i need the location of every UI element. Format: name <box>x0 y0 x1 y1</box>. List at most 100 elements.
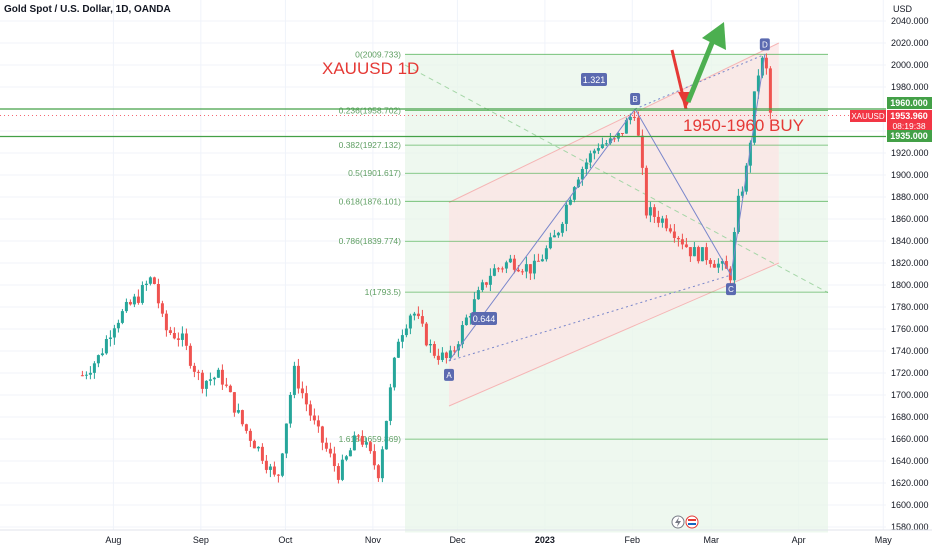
level-upper-label: 1960.000 <box>890 98 928 108</box>
candle-body <box>756 75 760 92</box>
candle-body <box>96 355 100 364</box>
time-tick-label: Mar <box>704 535 720 545</box>
candle-body <box>656 216 660 223</box>
candle-body <box>472 299 476 317</box>
channel-bottom <box>448 262 780 407</box>
candle-body <box>704 247 708 261</box>
candle-body <box>720 261 724 264</box>
flag-icon[interactable] <box>685 515 699 529</box>
price-axis: 1580.000 1600.000 1620.000 1640.000 1660.000… <box>891 16 929 532</box>
candle-body <box>300 388 304 394</box>
candle-body <box>236 410 240 413</box>
abcd-ac-dotted <box>448 274 732 362</box>
candle-body <box>140 285 144 303</box>
candle-body <box>488 275 492 285</box>
candle-body <box>632 116 636 118</box>
fib-label: 0.618(1876.101) <box>339 196 402 206</box>
candle-body <box>180 333 184 340</box>
price-tick-label: 1920.000 <box>891 148 929 158</box>
shaded-zones <box>404 42 829 533</box>
candle-body <box>80 375 84 377</box>
price-tick-label: 1900.000 <box>891 170 929 180</box>
candle-body <box>380 449 384 479</box>
candle-body <box>124 301 128 312</box>
chart-title: Gold Spot / U.S. Dollar, 1D, OANDA <box>4 4 171 15</box>
candle-body <box>508 258 512 263</box>
candle-body <box>336 466 340 480</box>
candle-body <box>768 68 772 113</box>
candle-body <box>248 430 252 441</box>
candle-body <box>172 332 176 339</box>
candle-body <box>252 440 256 449</box>
ratio-ab-box <box>471 312 497 325</box>
candle-body <box>276 474 280 476</box>
candle-body <box>396 341 400 358</box>
candle-body <box>456 344 460 351</box>
candle-body <box>556 232 560 236</box>
price-tick-label: 1680.000 <box>891 412 929 422</box>
price-tick-label: 1640.000 <box>891 456 929 466</box>
last-price-label: 1953.960 <box>890 111 928 121</box>
candle-body <box>352 435 356 451</box>
candle-body <box>436 355 440 360</box>
candle-body <box>660 218 664 223</box>
candle-body <box>560 223 564 233</box>
candle-body <box>504 262 508 269</box>
time-tick-label: Oct <box>278 535 293 545</box>
abcd-bd-dotted <box>634 53 766 110</box>
candle-body <box>168 330 172 333</box>
candle-body <box>592 150 596 154</box>
candle-body <box>540 259 544 262</box>
candle-body <box>668 228 672 232</box>
candle-body <box>272 466 276 475</box>
price-tick-label: 1800.000 <box>891 280 929 290</box>
price-tick-label: 2020.000 <box>891 38 929 48</box>
candle-body <box>188 345 192 366</box>
candle-body <box>228 385 232 393</box>
candle-body <box>500 268 504 270</box>
price-tick-label: 1820.000 <box>891 258 929 268</box>
price-tick-label: 1780.000 <box>891 302 929 312</box>
price-tick-label: 1740.000 <box>891 346 929 356</box>
candle-body <box>640 135 644 168</box>
candle-body <box>608 138 612 144</box>
candle-body <box>708 260 712 264</box>
time-tick-label: Nov <box>365 535 382 545</box>
candle-body <box>128 301 132 305</box>
candle-body <box>600 144 604 149</box>
candle-body <box>288 394 292 424</box>
last-price-badge <box>887 110 932 132</box>
candle-body <box>116 322 120 329</box>
time-tick-label: Apr <box>792 535 806 545</box>
candle-body <box>724 261 728 269</box>
channel-top <box>448 42 780 203</box>
candle-body <box>108 337 112 339</box>
symbol-badge <box>850 110 886 122</box>
candle-body <box>460 325 464 345</box>
candles <box>80 53 772 484</box>
candle-body <box>384 420 388 450</box>
fib-label: 0.5(1901.617) <box>348 168 401 178</box>
candle-body <box>208 379 212 381</box>
countdown-label: 08:19:38 <box>892 121 925 131</box>
candle-body <box>520 271 524 273</box>
candle-body <box>256 446 260 449</box>
candle-body <box>356 435 360 437</box>
candle-body <box>144 283 148 286</box>
candle-body <box>696 247 700 262</box>
candle-body <box>432 343 436 356</box>
ratio-ab-label: 0.644 <box>473 314 496 324</box>
abcd-legs <box>448 54 766 362</box>
pattern-point-box <box>630 93 641 105</box>
candle-body <box>104 338 108 354</box>
candle-body <box>184 333 188 346</box>
candle-body <box>284 423 288 454</box>
candle-body <box>580 169 584 180</box>
candle-body <box>152 277 156 284</box>
candle-body <box>612 138 616 140</box>
candle-body <box>512 258 516 270</box>
candle-body <box>752 91 756 143</box>
candle-body <box>268 466 272 470</box>
candle-body <box>324 442 328 449</box>
